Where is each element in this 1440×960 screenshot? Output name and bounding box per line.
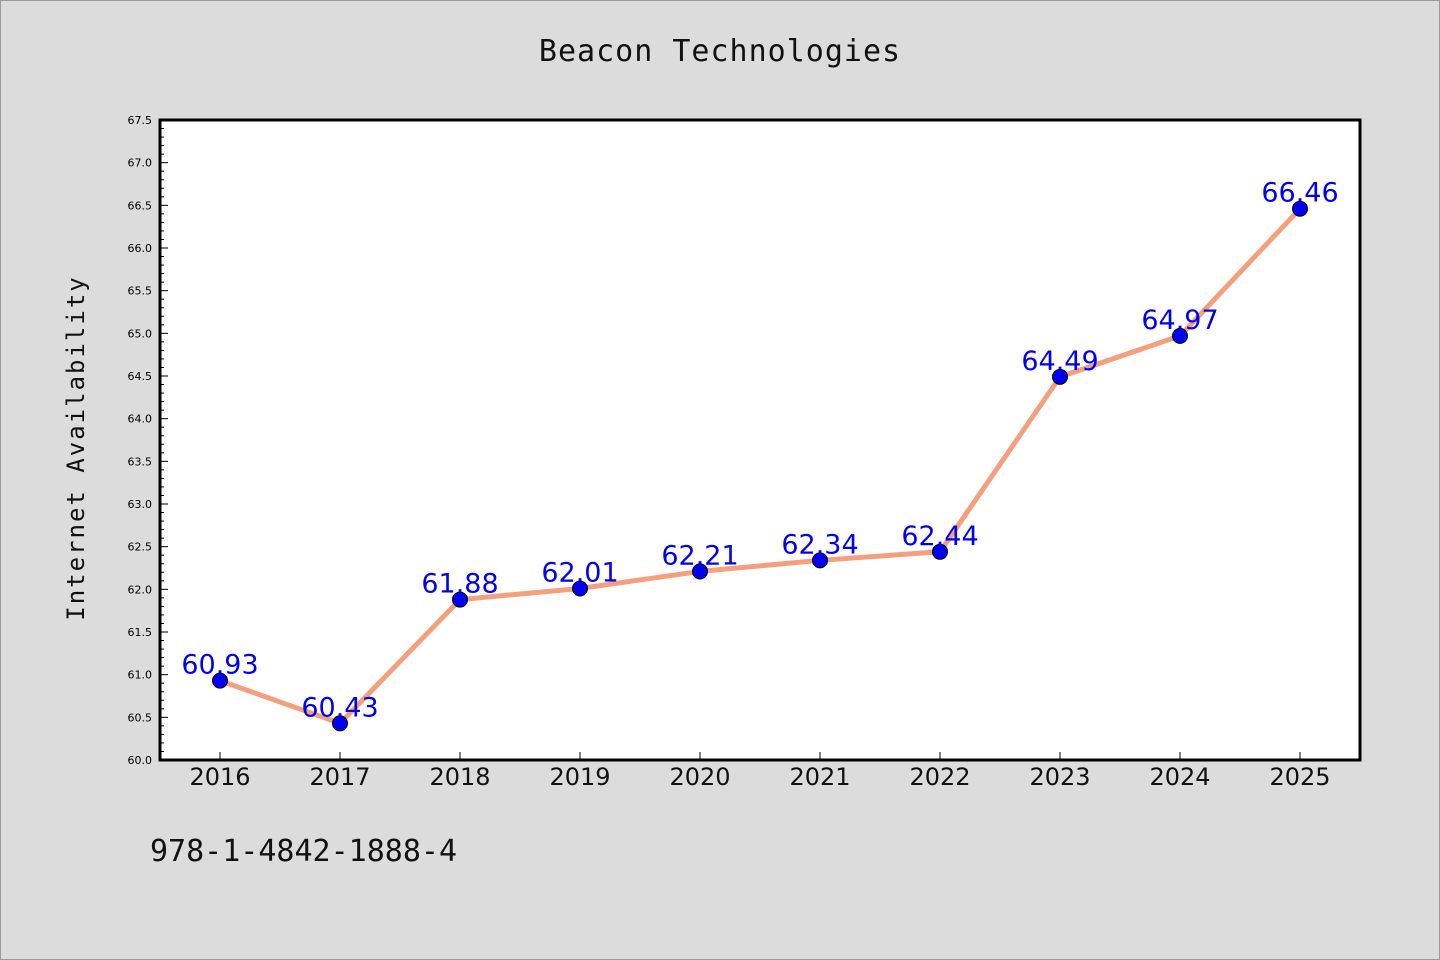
data-label: 60.43 — [301, 692, 378, 723]
chart-title: Beacon Technologies — [538, 34, 902, 69]
x-tick-label: 2022 — [909, 763, 970, 791]
y-tick-label: 64.5 — [128, 370, 153, 383]
data-label: 62.21 — [661, 540, 738, 571]
y-tick-label: 63.0 — [128, 498, 153, 511]
data-point — [812, 552, 828, 569]
plot-area — [160, 120, 1360, 760]
data-label: 66.46 — [1261, 178, 1338, 209]
data-point — [212, 672, 228, 689]
data-label: 60.93 — [181, 650, 258, 681]
x-tick-label: 2017 — [309, 763, 370, 791]
y-tick-label: 60.0 — [128, 754, 153, 767]
x-tick-label: 2024 — [1149, 763, 1210, 791]
y-tick-label: 62.0 — [128, 583, 153, 596]
y-tick-label: 60.5 — [128, 711, 153, 724]
data-point — [572, 580, 588, 597]
data-point — [1292, 200, 1308, 217]
x-tick-label: 2023 — [1029, 763, 1090, 791]
data-point — [452, 591, 468, 608]
y-tick-label: 62.5 — [128, 541, 153, 554]
data-label: 62.01 — [541, 557, 618, 588]
data-point — [1052, 368, 1068, 385]
data-point — [932, 543, 948, 560]
y-tick-label: 65.5 — [128, 285, 153, 298]
isbn-footer: 978-1-4842-1888-4 — [150, 834, 458, 869]
data-point — [692, 563, 708, 580]
y-tick-label: 67.5 — [128, 114, 153, 127]
x-tick-label: 2019 — [549, 763, 610, 791]
y-tick-label: 61.0 — [128, 669, 153, 682]
plot-border — [158, 118, 1362, 762]
series-line — [217, 206, 1303, 726]
x-tick-label: 2018 — [429, 763, 490, 791]
x-tick-label: 2016 — [189, 763, 250, 791]
data-label: 64.49 — [1021, 346, 1098, 377]
data-label: 62.34 — [781, 529, 858, 560]
x-tick-label: 2020 — [669, 763, 730, 791]
y-tick-label: 67.0 — [128, 157, 153, 170]
data-label: 62.44 — [901, 521, 978, 552]
y-tick-label: 65.0 — [128, 327, 153, 340]
x-tick-label: 2021 — [789, 763, 850, 791]
y-tick-label: 61.5 — [128, 626, 153, 639]
data-point — [1172, 327, 1188, 344]
data-label: 61.88 — [421, 569, 498, 600]
y-tick-label: 66.0 — [128, 242, 153, 255]
y-tick-label: 66.5 — [128, 199, 153, 212]
y-tick-label: 63.5 — [128, 455, 153, 468]
y-tick-label: 64.0 — [128, 413, 153, 426]
x-tick-label: 2025 — [1269, 763, 1330, 791]
data-point — [332, 715, 348, 732]
data-label: 64.97 — [1141, 305, 1218, 336]
